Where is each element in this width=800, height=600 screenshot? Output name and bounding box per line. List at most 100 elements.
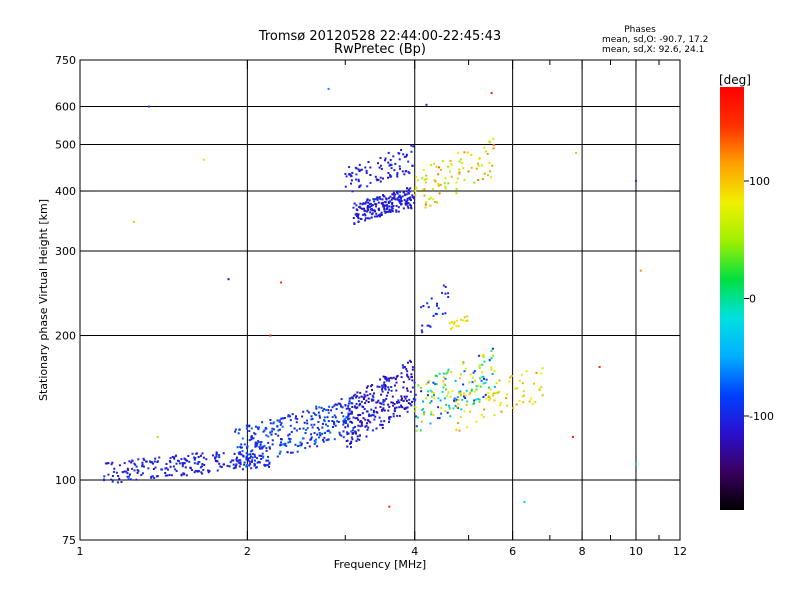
data-point xyxy=(245,424,248,427)
data-point xyxy=(424,203,427,206)
data-point xyxy=(387,210,390,213)
data-point xyxy=(289,415,291,418)
data-point xyxy=(287,415,290,418)
data-point xyxy=(304,447,307,449)
data-point xyxy=(201,463,204,465)
data-point xyxy=(431,395,433,398)
data-point xyxy=(134,463,137,466)
data-point xyxy=(374,415,377,418)
data-point xyxy=(448,408,451,411)
data-point xyxy=(437,183,440,185)
data-point xyxy=(411,368,414,371)
data-point xyxy=(294,417,297,420)
data-point xyxy=(269,431,272,434)
data-point xyxy=(186,459,189,462)
data-point xyxy=(110,463,113,466)
data-point xyxy=(475,388,478,391)
data-point xyxy=(337,402,340,405)
data-point xyxy=(442,380,445,383)
data-point xyxy=(365,435,368,438)
data-point xyxy=(436,304,438,307)
data-point xyxy=(541,367,544,370)
data-point xyxy=(440,407,443,409)
data-point xyxy=(133,462,136,465)
data-point xyxy=(460,393,462,396)
data-point xyxy=(347,404,350,407)
data-point xyxy=(348,397,351,400)
data-point xyxy=(386,206,389,208)
data-point xyxy=(389,163,392,166)
data-point xyxy=(346,445,349,448)
data-point xyxy=(368,203,371,205)
data-point xyxy=(496,391,499,394)
data-point xyxy=(384,201,387,204)
data-point xyxy=(381,384,383,387)
data-point xyxy=(363,212,366,215)
data-point xyxy=(379,423,382,426)
data-point xyxy=(529,397,532,400)
data-point xyxy=(364,219,367,222)
data-point xyxy=(363,408,366,410)
data-point xyxy=(267,455,269,458)
data-point xyxy=(334,416,337,419)
data-point xyxy=(373,209,376,212)
data-point xyxy=(280,438,282,441)
data-point xyxy=(425,201,428,204)
phase-summary-x: mean, sd,X: 92.6, 24.1 xyxy=(602,45,704,55)
data-point xyxy=(372,396,375,399)
data-point xyxy=(160,468,163,471)
data-point xyxy=(369,174,372,176)
data-point xyxy=(377,214,380,217)
data-point xyxy=(430,400,433,403)
x-tick-label: 10 xyxy=(629,545,643,558)
data-point xyxy=(410,144,413,147)
data-point xyxy=(482,355,485,358)
data-point xyxy=(387,172,390,174)
data-point xyxy=(455,398,458,401)
data-point xyxy=(355,395,358,398)
data-point xyxy=(315,407,318,410)
data-point xyxy=(394,198,397,201)
data-point xyxy=(392,376,395,379)
data-point xyxy=(333,414,336,417)
data-point xyxy=(355,212,358,215)
data-point xyxy=(344,404,347,407)
data-point xyxy=(374,406,377,409)
data-point xyxy=(313,439,316,442)
data-point xyxy=(364,209,367,212)
data-point xyxy=(276,419,279,422)
data-point xyxy=(212,454,214,457)
data-point xyxy=(214,456,216,459)
data-point xyxy=(267,441,270,444)
data-point xyxy=(381,201,384,204)
data-point xyxy=(478,398,481,401)
data-point xyxy=(202,456,205,459)
data-point xyxy=(126,475,129,478)
data-point xyxy=(354,166,357,169)
data-point xyxy=(375,427,378,430)
data-point xyxy=(390,377,393,380)
data-point xyxy=(390,198,393,201)
data-point xyxy=(389,159,392,161)
data-point xyxy=(352,217,355,219)
data-point xyxy=(531,403,534,405)
data-point xyxy=(456,396,459,398)
data-point xyxy=(408,190,411,193)
data-point xyxy=(258,454,261,457)
data-point xyxy=(454,379,457,382)
data-point xyxy=(133,469,136,472)
data-point xyxy=(323,419,326,422)
data-point xyxy=(407,376,410,379)
data-point xyxy=(141,463,144,466)
data-point xyxy=(392,415,395,418)
data-point xyxy=(207,469,210,472)
data-point xyxy=(371,399,374,402)
data-point xyxy=(506,404,509,407)
data-point xyxy=(271,439,274,442)
data-point xyxy=(395,381,398,384)
data-point xyxy=(360,422,363,425)
data-point xyxy=(371,429,374,432)
data-point xyxy=(382,177,384,180)
data-point xyxy=(346,425,349,428)
data-point xyxy=(372,414,375,417)
